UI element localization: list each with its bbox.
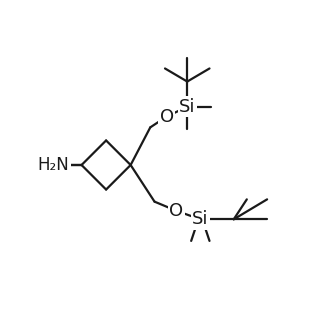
Text: Si: Si <box>192 210 209 228</box>
Text: O: O <box>169 202 183 220</box>
Text: Si: Si <box>179 98 195 116</box>
Text: O: O <box>160 108 174 126</box>
Text: H₂N: H₂N <box>38 156 70 174</box>
